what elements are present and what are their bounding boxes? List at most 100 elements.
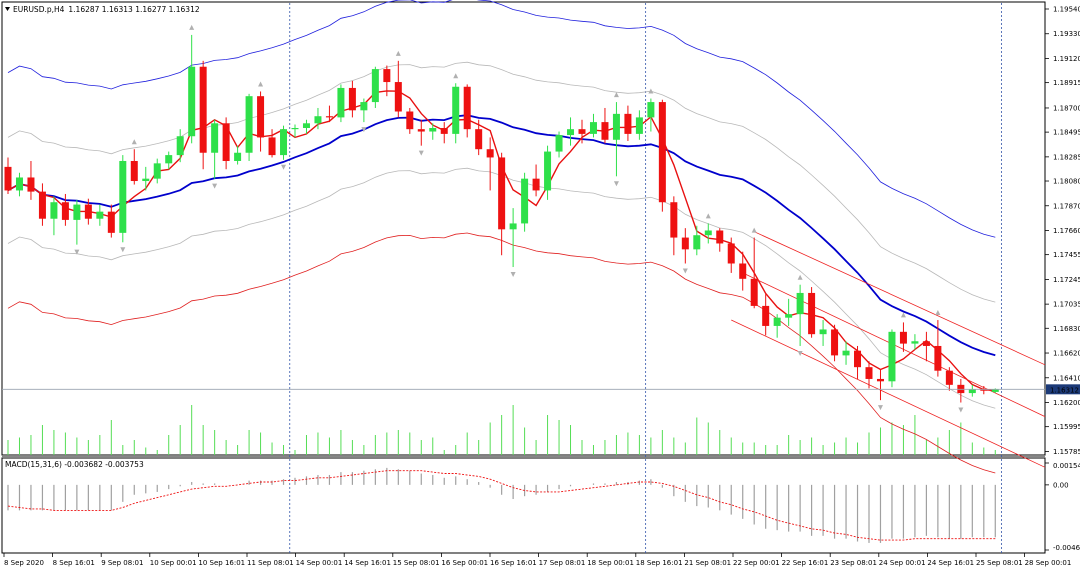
candles	[4, 34, 999, 403]
trend-channel[interactable]	[731, 231, 1046, 468]
price-tick-label: 1.17660	[1053, 227, 1080, 235]
candle-bear	[498, 157, 506, 230]
candle-bull	[188, 66, 196, 137]
candle-bull	[302, 123, 310, 128]
candle-bear	[658, 102, 666, 203]
candle-bear	[762, 305, 770, 326]
price-tick-label: 1.19540	[1053, 6, 1080, 14]
price-tick-label: 1.17245	[1053, 276, 1080, 284]
candle-bear	[831, 329, 839, 356]
candle-bear	[601, 122, 609, 140]
candle-bull	[429, 127, 437, 132]
envelope-inner-upper-line	[7, 61, 996, 303]
fractal-up-icon	[258, 81, 264, 87]
candle-bear	[325, 116, 333, 118]
candle-bear	[808, 292, 816, 335]
time-tick-label: 18 Sep 00:01	[587, 559, 634, 567]
volume-bars	[7, 405, 996, 455]
candle-bull	[773, 317, 781, 326]
fractal-up-icon	[613, 92, 619, 98]
candle-bear	[38, 191, 46, 219]
candle-bull	[589, 122, 597, 134]
fractal-down-icon	[797, 350, 803, 356]
price-tick-label: 1.19330	[1053, 30, 1080, 38]
candle-bear	[750, 278, 758, 306]
candle-bull	[360, 102, 368, 111]
candle-bull	[314, 116, 322, 124]
fractal-up-icon	[189, 24, 195, 30]
fractal-up-icon	[648, 88, 654, 94]
candle-bull	[73, 204, 81, 220]
candle-bear	[980, 389, 988, 391]
time-tick-label: 16 Sep 00:01	[441, 559, 488, 567]
candle-bear	[84, 204, 92, 219]
candle-bull	[911, 341, 919, 344]
time-tick-label: 22 Sep 16:01	[782, 559, 829, 567]
candle-bull	[245, 96, 253, 153]
time-tick-label: 8 Sep 2020	[4, 559, 44, 567]
time-tick-label: 17 Sep 08:01	[539, 559, 586, 567]
macd-tick-label: -0.0046	[1053, 544, 1080, 552]
candle-bear	[899, 331, 907, 344]
candle-bull	[693, 235, 701, 250]
time-axis[interactable]: 8 Sep 2020 8 Sep 16:01 9 Sep 08:01 10 Sep 0…	[3, 553, 1071, 567]
fractal-up-icon	[453, 73, 459, 79]
fractal-up-icon	[797, 274, 803, 280]
fractal-down-icon	[361, 127, 367, 133]
candle-bull	[796, 292, 804, 315]
candle-bull	[819, 329, 827, 335]
moving-average-slow-line	[7, 114, 996, 357]
candle-bull	[452, 86, 460, 134]
candle-bear	[578, 129, 586, 134]
candle-bear	[463, 86, 471, 130]
candle-bear	[865, 367, 873, 379]
candle-bear	[876, 378, 884, 382]
candle-bear	[268, 137, 276, 156]
macd-tick-label: 0.00	[1053, 481, 1069, 489]
candle-bull	[176, 136, 184, 156]
time-tick-label: 18 Sep 16:01	[636, 559, 683, 567]
candle-bull	[635, 117, 643, 134]
fractal-up-icon	[900, 312, 906, 318]
candle-bear	[199, 66, 207, 153]
fractal-up-icon	[935, 310, 941, 316]
candle-bear	[486, 149, 494, 158]
candle-bear	[61, 202, 69, 220]
fractal-down-icon	[613, 181, 619, 187]
candle-bull	[704, 230, 712, 236]
chart-menu-triangle-icon[interactable]	[5, 7, 10, 11]
candle-bear	[945, 370, 953, 385]
fractal-down-icon	[120, 247, 126, 253]
candle-bull	[119, 160, 127, 233]
channel-lower-line	[731, 319, 1046, 468]
time-tick-label: 10 Sep 16:01	[198, 559, 245, 567]
macd-axis: 0.001544 0.00 -0.0046	[1045, 462, 1080, 552]
candle-bull	[647, 102, 655, 118]
candle-bear	[107, 211, 115, 233]
price-axis[interactable]: 1.19540 1.19330 1.19120 1.18915 1.18700 1.184…	[1045, 6, 1080, 456]
candle-bear	[348, 87, 356, 111]
candle-bear	[681, 237, 689, 250]
channel-upper-line	[754, 231, 1046, 366]
candle-bull	[509, 223, 517, 230]
candle-bull	[291, 127, 299, 130]
candle-bear	[854, 350, 862, 368]
time-tick-label: 10 Sep 00:01	[150, 559, 197, 567]
main-pane-frame	[1, 1, 1046, 456]
candle-bear	[475, 129, 483, 150]
price-tick-label: 1.17870	[1053, 202, 1080, 210]
candle-bear	[922, 341, 930, 346]
candle-bull	[337, 87, 345, 118]
candle-bull	[211, 123, 219, 153]
time-tick-label: 11 Sep 08:01	[247, 559, 294, 567]
current-price-tag	[1046, 384, 1080, 395]
fractal-markers	[74, 24, 964, 413]
candle-bear	[394, 82, 402, 112]
macd-pane-frame	[1, 457, 1046, 554]
time-tick-label: 16 Sep 16:01	[490, 559, 537, 567]
time-tick-label: 14 Sep 00:01	[296, 559, 343, 567]
time-tick-label: 9 Sep 08:01	[101, 559, 143, 567]
candle-bear	[440, 127, 448, 134]
